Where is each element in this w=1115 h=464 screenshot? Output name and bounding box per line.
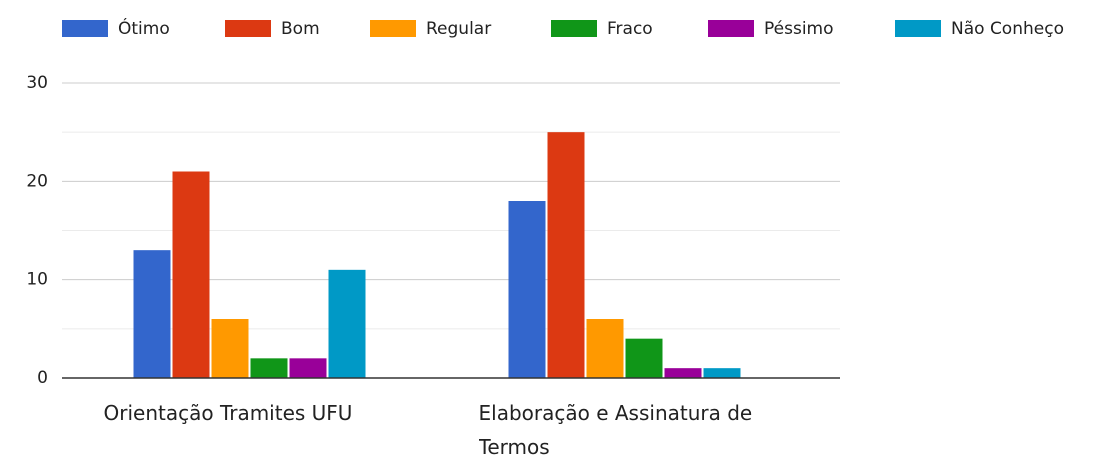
bar [289,358,327,378]
legend-swatch [62,20,108,37]
y-tick-label: 20 [26,171,48,191]
bar [250,358,288,378]
bar [703,368,741,378]
y-tick-label: 30 [26,73,48,93]
legend-swatch [370,20,416,37]
bar [328,269,366,378]
legend-label: Não Conheço [951,19,1064,39]
y-tick-label: 0 [37,368,48,388]
bar [625,338,663,378]
x-tick-label: Orientação Tramites UFU [103,401,353,425]
bar [211,319,249,378]
bar [586,319,624,378]
y-tick-label: 10 [26,270,48,290]
legend-swatch [708,20,754,37]
legend-label: Péssimo [764,19,834,39]
legend-label: Bom [281,19,320,39]
bar [172,171,210,378]
legend-label: Regular [426,19,491,39]
x-tick-label: Elaboração e Assinatura de Termos [478,401,753,459]
bar [508,201,546,378]
legend-label: Fraco [607,19,653,39]
bar [547,132,585,378]
legend-swatch [551,20,597,37]
legend-swatch [225,20,271,37]
bar [133,250,171,378]
x-tick-label-box: Elaboração e Assinatura de Termos [478,401,753,459]
x-tick-label-box: Orientação Tramites UFU [103,401,353,425]
bar [664,368,702,378]
legend-label: Ótimo [118,17,170,39]
legend-swatch [895,20,941,37]
